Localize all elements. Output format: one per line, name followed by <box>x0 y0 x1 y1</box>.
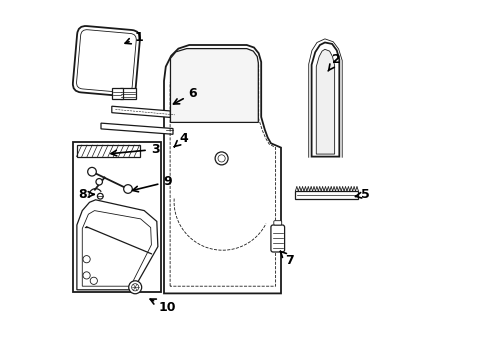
Text: 10: 10 <box>150 299 176 314</box>
Circle shape <box>129 281 142 294</box>
FancyBboxPatch shape <box>271 225 285 252</box>
FancyBboxPatch shape <box>73 26 140 96</box>
Text: 1: 1 <box>125 31 143 44</box>
Circle shape <box>88 167 97 176</box>
FancyBboxPatch shape <box>120 88 136 99</box>
Polygon shape <box>295 191 358 199</box>
FancyBboxPatch shape <box>76 145 140 157</box>
Text: 8: 8 <box>79 188 94 201</box>
Text: 9: 9 <box>132 175 172 192</box>
Polygon shape <box>112 106 178 118</box>
Polygon shape <box>101 123 173 134</box>
Polygon shape <box>77 200 158 290</box>
Polygon shape <box>171 49 258 122</box>
Polygon shape <box>164 45 281 293</box>
FancyBboxPatch shape <box>73 142 161 292</box>
FancyBboxPatch shape <box>112 88 122 99</box>
Text: 2: 2 <box>328 53 341 71</box>
Text: 6: 6 <box>173 87 197 104</box>
Text: 5: 5 <box>355 188 370 201</box>
Circle shape <box>98 193 103 199</box>
FancyBboxPatch shape <box>274 221 282 225</box>
Circle shape <box>96 179 102 185</box>
Text: 7: 7 <box>280 251 294 267</box>
Text: 3: 3 <box>111 143 159 156</box>
Text: 4: 4 <box>174 132 188 147</box>
Polygon shape <box>312 42 339 157</box>
Circle shape <box>123 185 132 193</box>
Polygon shape <box>316 49 335 154</box>
